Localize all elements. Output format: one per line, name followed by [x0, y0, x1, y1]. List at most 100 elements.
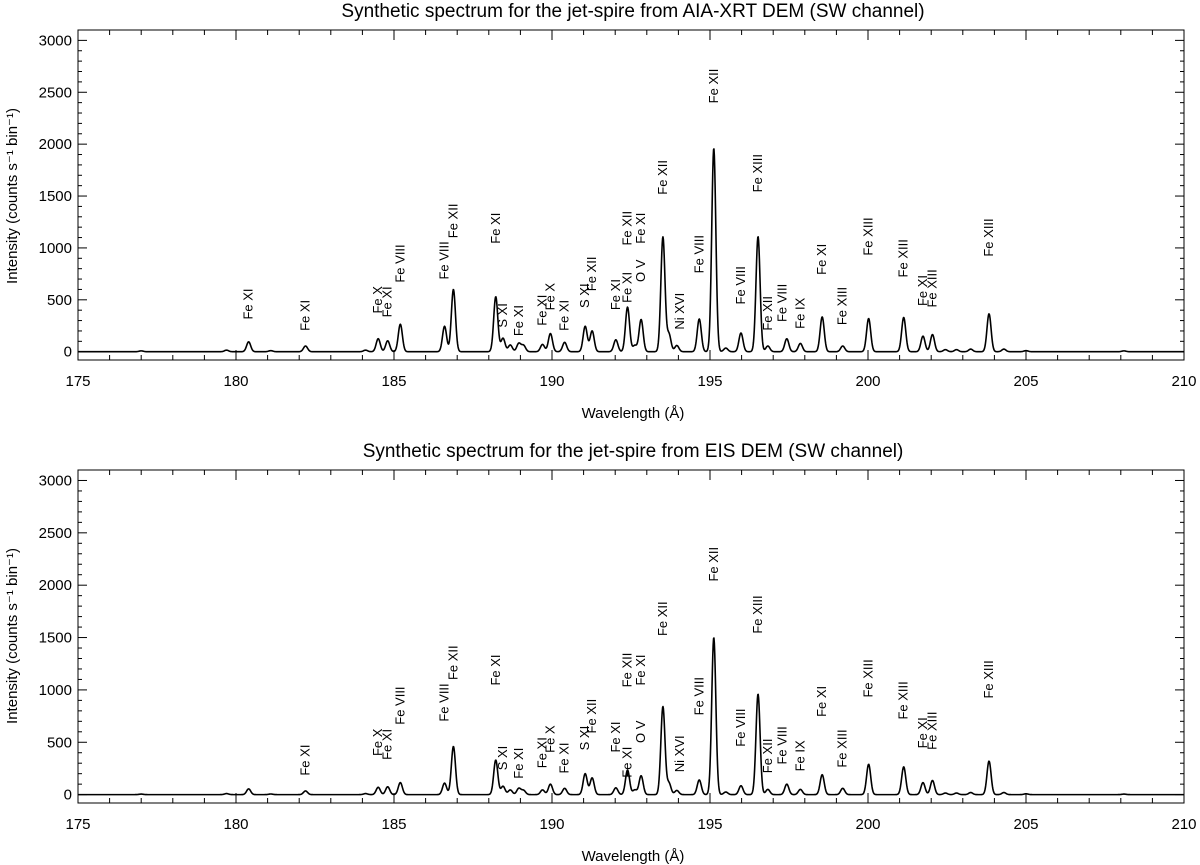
- x-tick-label: 205: [1013, 373, 1038, 390]
- x-tick-label: 190: [539, 816, 564, 833]
- line-id-label: Fe XI: [535, 295, 550, 326]
- line-id-label: Fe XI: [608, 279, 623, 310]
- spectrum-line: [77, 148, 1185, 353]
- line-id-label: Fe XII: [620, 211, 635, 246]
- line-id-label: Fe XI: [557, 300, 572, 331]
- line-id-label: Fe XI: [814, 244, 829, 275]
- plot-frame: [77, 29, 1185, 361]
- y-tick-label: 0: [64, 787, 72, 804]
- line-id-label: Fe XI: [298, 745, 313, 776]
- line-id-label: Fe VIII: [437, 683, 452, 721]
- line-id-label: Fe XI: [488, 654, 503, 685]
- line-id-label: O V: [633, 259, 648, 282]
- line-id-label: Fe XIII: [861, 659, 876, 697]
- line-id-label: Fe XI: [814, 686, 829, 717]
- line-id-label: Fe XII: [584, 257, 599, 292]
- line-id-label: Fe X: [542, 725, 557, 753]
- line-id-label: Fe X: [542, 283, 557, 311]
- line-id-label: Fe XII: [760, 739, 775, 774]
- line-id-label: Fe VIII: [691, 235, 706, 273]
- line-id-label: S XI: [577, 726, 592, 751]
- line-id-label: Fe VIII: [392, 686, 407, 724]
- x-tick-label: 200: [855, 816, 880, 833]
- line-id-label: Fe VIII: [775, 284, 790, 322]
- line-id-label: Fe XII: [584, 699, 599, 734]
- line-id-label: Fe IX: [792, 297, 807, 328]
- line-id-label: Fe XII: [760, 296, 775, 331]
- line-id-label: Fe XIII: [981, 660, 996, 698]
- line-id-label: Fe XIII: [896, 239, 911, 277]
- y-axis-label: Intensity (counts s⁻¹ bin⁻¹): [4, 548, 21, 724]
- x-tick-label: 175: [65, 816, 90, 833]
- y-tick-label: 500: [47, 734, 72, 751]
- y-tick-label: 1500: [39, 630, 72, 647]
- y-tick-label: 3000: [39, 32, 72, 49]
- x-tick-label: 205: [1013, 816, 1038, 833]
- line-id-label: Fe XI: [620, 272, 635, 303]
- x-tick-label: 195: [697, 816, 722, 833]
- line-id-label: S XI: [495, 746, 510, 771]
- x-tick-label: 180: [223, 373, 248, 390]
- line-id-label: Fe XI: [915, 275, 930, 306]
- x-axis-label: Wavelength (Å): [582, 405, 685, 422]
- line-id-label: Fe VIII: [392, 244, 407, 282]
- line-id-label: Fe VIII: [691, 677, 706, 715]
- line-id-label: Fe XI: [633, 213, 648, 244]
- chart-title: Synthetic spectrum for the jet-spire fro…: [363, 441, 904, 462]
- line-id-label: Fe XI: [488, 213, 503, 244]
- panel-eis: Synthetic spectrum for the jet-spire fro…: [4, 441, 1197, 865]
- line-id-label: Fe XIII: [896, 681, 911, 719]
- line-id-label: Fe XI: [535, 737, 550, 768]
- line-id-label: Fe X: [370, 728, 385, 756]
- y-tick-label: 1500: [39, 188, 72, 205]
- line-id-label: Fe VIII: [733, 266, 748, 304]
- line-id-label: Fe XIII: [835, 287, 850, 325]
- y-tick-label: 0: [64, 344, 72, 361]
- x-axis-label: Wavelength (Å): [582, 848, 685, 865]
- x-tick-label: 210: [1171, 816, 1196, 833]
- line-id-label: Fe XI: [915, 717, 930, 748]
- y-tick-label: 2000: [39, 577, 72, 594]
- line-id-label: Fe VIII: [775, 726, 790, 764]
- x-tick-label: 190: [539, 373, 564, 390]
- line-id-label: Fe XI: [633, 654, 648, 685]
- line-id-label: Fe XIII: [981, 218, 996, 256]
- x-tick-label: 175: [65, 373, 90, 390]
- y-axis-label: Intensity (counts s⁻¹ bin⁻¹): [4, 108, 21, 284]
- y-tick-label: 2000: [39, 136, 72, 153]
- line-id-label: Fe XII: [445, 204, 460, 239]
- line-id-label: Fe XII: [706, 547, 721, 582]
- plot-area: 0 500 1000 1500 2000 2500 3000 175 180 185 190 195 2…: [39, 470, 1197, 833]
- line-id-label: Fe XII: [445, 645, 460, 680]
- y-tick-label: 2500: [39, 525, 72, 542]
- line-id-label: Fe VIII: [733, 708, 748, 746]
- line-id-label: Fe XI: [557, 742, 572, 773]
- plot-area: 0 500 1000 1500 2000 2500 3000 175 180 185 190 195 2…: [39, 30, 1197, 390]
- plot-frame: [77, 469, 1185, 804]
- line-id-label: Fe XII: [655, 160, 670, 195]
- line-id-label: Fe XI: [380, 729, 395, 760]
- line-id-label: Fe IX: [792, 740, 807, 771]
- chart-title: Synthetic spectrum for the jet-spire fro…: [341, 1, 924, 22]
- line-id-label: S XI: [495, 303, 510, 328]
- line-id-label: Fe XI: [620, 747, 635, 778]
- panel-aia-xrt: Synthetic spectrum for the jet-spire fro…: [4, 1, 1197, 422]
- line-id-label: Fe XIII: [861, 217, 876, 255]
- x-tick-label: 185: [381, 816, 406, 833]
- line-id-label: Fe XI: [608, 721, 623, 752]
- line-id-label: Fe XII: [620, 653, 635, 688]
- line-id-label: O V: [633, 720, 648, 743]
- line-id-label: Fe XIII: [925, 269, 940, 307]
- x-tick-label: 210: [1171, 373, 1196, 390]
- line-id-label: Fe XI: [380, 286, 395, 317]
- line-id-label: Ni XVI: [672, 735, 687, 772]
- line-id-label: S XI: [577, 283, 592, 308]
- line-id-label: Fe XI: [241, 288, 256, 319]
- y-tick-label: 1000: [39, 682, 72, 699]
- line-id-label: Fe XI: [511, 305, 526, 336]
- line-id-label: Fe X: [370, 286, 385, 314]
- line-id-label: Fe XI: [511, 748, 526, 779]
- y-tick-label: 3000: [39, 472, 72, 489]
- line-id-label: Fe XIII: [750, 595, 765, 633]
